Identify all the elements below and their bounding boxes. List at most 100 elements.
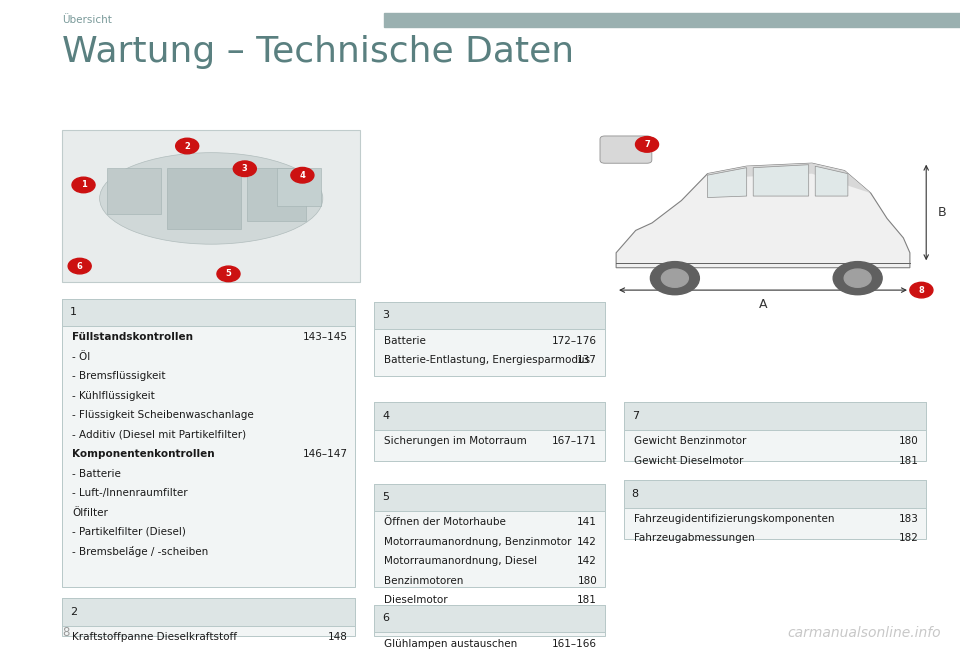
Polygon shape (754, 165, 808, 196)
Text: - Additiv (Diesel mit Partikelfilter): - Additiv (Diesel mit Partikelfilter) (72, 430, 246, 439)
Text: B: B (938, 206, 947, 219)
Text: Fahrzeugabmessungen: Fahrzeugabmessungen (634, 533, 755, 543)
Bar (374, 605, 605, 632)
Bar (374, 402, 605, 430)
Text: 1: 1 (81, 180, 86, 190)
Circle shape (72, 177, 95, 193)
Text: 6: 6 (382, 613, 389, 624)
Circle shape (844, 269, 871, 288)
Polygon shape (815, 166, 848, 196)
Text: 7: 7 (644, 140, 650, 149)
Text: Kraftstoffpanne Dieselkraftstoff: Kraftstoffpanne Dieselkraftstoff (72, 632, 237, 642)
Text: Batterie-Entlastung, Energiesparmodus: Batterie-Entlastung, Energiesparmodus (384, 355, 590, 365)
Text: Batterie: Batterie (384, 336, 426, 345)
Text: Sicherungen im Motorraum: Sicherungen im Motorraum (384, 436, 527, 446)
Text: - Kühlflüssigkeit: - Kühlflüssigkeit (72, 391, 155, 400)
Text: carmanualsonline.info: carmanualsonline.info (787, 626, 941, 640)
Text: A: A (758, 298, 767, 311)
Bar (374, 605, 605, 636)
Text: 7: 7 (632, 411, 638, 421)
Text: Gewicht Benzinmotor: Gewicht Benzinmotor (634, 436, 746, 446)
Bar (624, 402, 926, 430)
Bar (624, 480, 926, 539)
Bar (62, 130, 360, 282)
Text: - Bremsbelä́ge / -scheiben: - Bremsbelä́ge / -scheiben (72, 546, 208, 557)
Ellipse shape (100, 153, 323, 244)
Text: Glühlampen austauschen: Glühlampen austauschen (384, 639, 517, 648)
Text: 181: 181 (577, 595, 597, 605)
Text: - Bremsflüssigkeit: - Bremsflüssigkeit (72, 371, 165, 381)
FancyBboxPatch shape (600, 136, 652, 163)
Bar (62, 598, 355, 636)
Circle shape (176, 138, 199, 154)
Text: Dieselmotor: Dieselmotor (384, 595, 447, 605)
Circle shape (651, 262, 700, 295)
Text: 2: 2 (184, 141, 190, 151)
Text: 161–166: 161–166 (552, 639, 597, 648)
Bar (167, 168, 241, 229)
Text: 3: 3 (382, 310, 389, 321)
Polygon shape (708, 167, 747, 197)
Text: - Flüssigkeit Scheibenwaschanlage: - Flüssigkeit Scheibenwaschanlage (72, 410, 253, 420)
Text: 143–145: 143–145 (302, 332, 348, 342)
Text: 180: 180 (899, 436, 919, 446)
Circle shape (661, 269, 688, 288)
Circle shape (217, 266, 240, 282)
Text: 182: 182 (899, 533, 919, 543)
Text: 5: 5 (226, 269, 231, 278)
Text: Wartung – Technische Daten: Wartung – Technische Daten (62, 35, 574, 69)
Text: - Öl: - Öl (72, 352, 90, 361)
Text: 137: 137 (577, 355, 597, 365)
Text: Benzinmotoren: Benzinmotoren (384, 576, 464, 585)
Text: 142: 142 (577, 537, 597, 546)
Text: 146–147: 146–147 (302, 449, 348, 459)
Bar (374, 302, 605, 329)
Text: 142: 142 (577, 556, 597, 566)
Bar (374, 402, 605, 461)
Text: 1: 1 (70, 307, 77, 317)
Bar (62, 299, 355, 587)
Text: 172–176: 172–176 (552, 336, 597, 345)
Text: 8: 8 (632, 489, 638, 499)
Text: 8: 8 (919, 286, 924, 295)
Text: 2: 2 (70, 607, 77, 617)
Text: Fahrzeugidentifizierungskomponenten: Fahrzeugidentifizierungskomponenten (634, 514, 834, 524)
Text: 3: 3 (242, 164, 248, 173)
Text: 4: 4 (300, 171, 305, 180)
Circle shape (910, 282, 933, 298)
Text: 8: 8 (62, 626, 70, 639)
Bar (374, 302, 605, 376)
Bar (624, 480, 926, 508)
Text: 167–171: 167–171 (552, 436, 597, 446)
Circle shape (833, 262, 882, 295)
Text: Komponentenkontrollen: Komponentenkontrollen (72, 449, 215, 459)
Bar (62, 299, 355, 326)
Polygon shape (616, 163, 910, 267)
Text: Motorraumanordnung, Benzinmotor: Motorraumanordnung, Benzinmotor (384, 537, 571, 546)
Text: Übersicht: Übersicht (62, 15, 112, 25)
Circle shape (68, 258, 91, 274)
Text: 181: 181 (899, 456, 919, 465)
Text: 148: 148 (327, 632, 348, 642)
Text: Motorraumanordnung, Diesel: Motorraumanordnung, Diesel (384, 556, 538, 566)
Text: 183: 183 (899, 514, 919, 524)
Bar (108, 168, 160, 214)
Text: 5: 5 (382, 492, 389, 502)
Bar (374, 484, 605, 511)
Bar (624, 402, 926, 461)
Text: 6: 6 (77, 262, 83, 271)
Text: 180: 180 (577, 576, 597, 585)
Text: Füllstandskontrollen: Füllstandskontrollen (72, 332, 193, 342)
Text: 141: 141 (577, 517, 597, 527)
Bar (374, 484, 605, 587)
Bar (247, 168, 306, 221)
Text: Gewicht Dieselmotor: Gewicht Dieselmotor (634, 456, 743, 465)
Text: - Batterie: - Batterie (72, 469, 121, 478)
Circle shape (636, 137, 659, 152)
Text: Öffnen der Motorhaube: Öffnen der Motorhaube (384, 517, 506, 527)
Text: 4: 4 (382, 411, 389, 421)
Bar (62, 598, 355, 626)
Bar (384, 13, 960, 27)
Bar (276, 168, 322, 206)
Text: - Partikelfilter (Diesel): - Partikelfilter (Diesel) (72, 527, 186, 537)
